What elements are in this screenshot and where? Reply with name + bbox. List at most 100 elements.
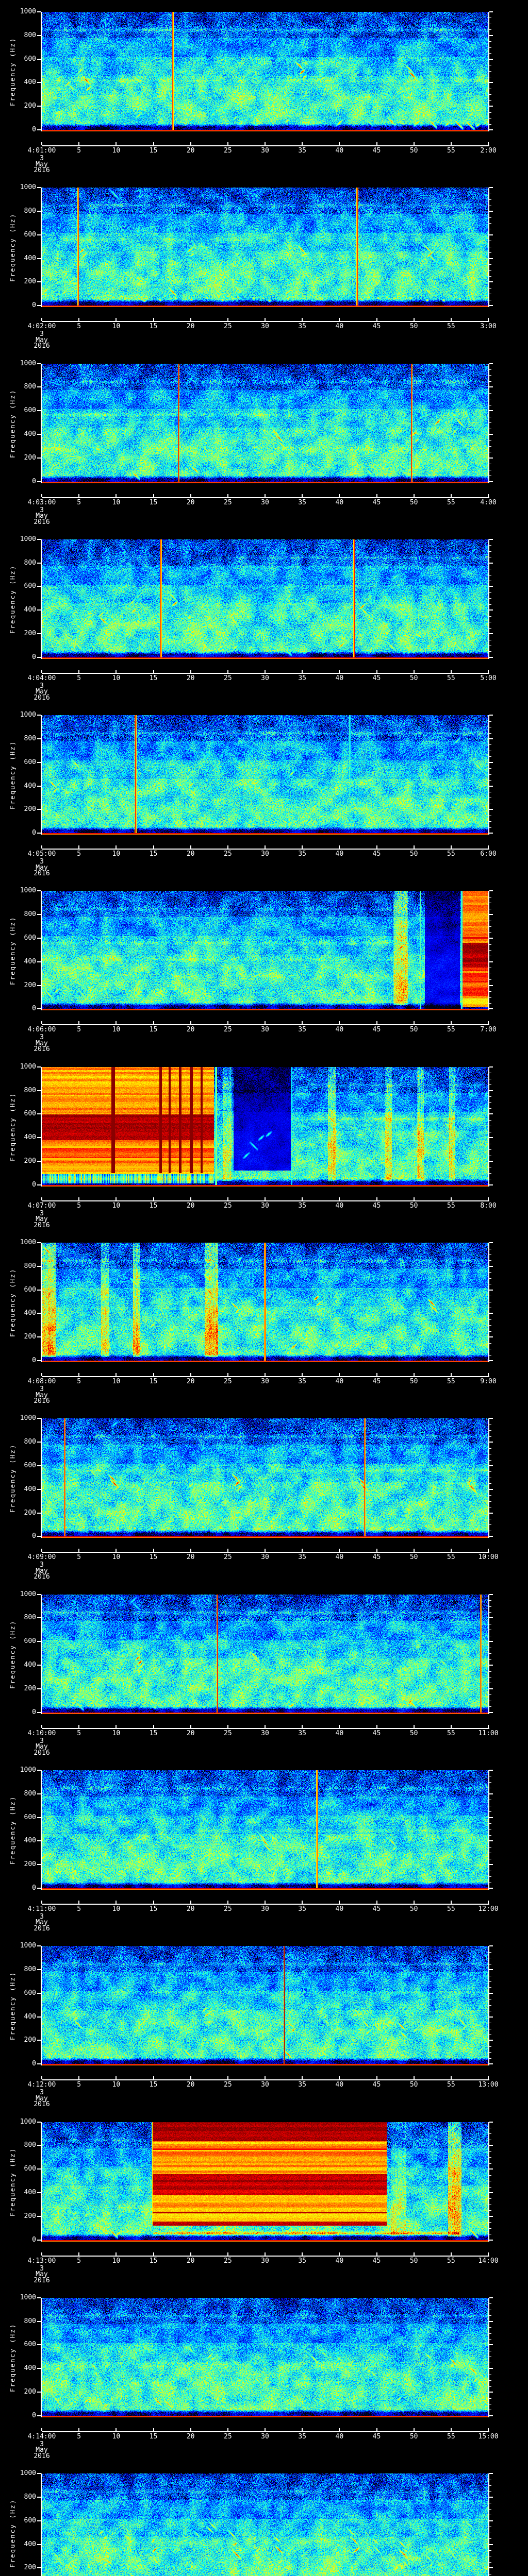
time-tick <box>302 845 303 849</box>
time-tick-label: 15 <box>149 498 158 506</box>
freq-tick <box>37 106 41 107</box>
freq-minor-tick <box>489 2386 491 2387</box>
time-tick-label: 25 <box>224 674 232 682</box>
spectrogram-panel: Frequency (Hz) 1000 800 600 400 200 0 5 10 15 20… <box>0 703 528 879</box>
time-tick-label: 15 <box>149 1729 158 1737</box>
time-tick <box>376 2076 377 2080</box>
freq-tick <box>489 833 493 834</box>
freq-tick <box>489 1313 493 1314</box>
freq-tick <box>489 1289 493 1291</box>
time-tick-label: 15 <box>149 2257 158 2265</box>
freq-axis-line-left <box>41 1946 42 2066</box>
freq-tick <box>489 985 493 986</box>
time-tick <box>116 1900 117 1904</box>
freq-tick-label: 200 <box>24 2036 36 2044</box>
freq-axis-line-right <box>488 1770 489 1890</box>
freq-tick <box>489 1887 493 1889</box>
time-tick <box>413 1373 415 1377</box>
time-tick-label: 20 <box>186 1378 195 1386</box>
time-tick <box>413 669 415 673</box>
time-tick <box>302 142 303 145</box>
freq-axis-line-left <box>41 1770 42 1890</box>
freq-minor-tick <box>489 604 491 605</box>
freq-tick-label: 200 <box>24 1684 36 1692</box>
freq-tick <box>37 363 41 364</box>
freq-tick <box>489 609 493 611</box>
time-tick <box>78 2076 80 2080</box>
freq-tick <box>37 1688 41 1689</box>
freq-tick-label: 1000 <box>20 2469 36 2478</box>
time-tick-label: 5 <box>77 850 81 858</box>
time-tick <box>339 494 340 497</box>
freq-axis-line-left <box>41 1066 42 1187</box>
spectrogram-panel: Frequency (Hz) 1000 800 600 400 200 0 5 10 15 20… <box>0 2285 528 2462</box>
freq-minor-tick <box>489 1448 491 1449</box>
date-month: May <box>36 336 48 344</box>
freq-tick-label: 1000 <box>20 1414 36 1422</box>
freq-tick <box>37 2239 41 2241</box>
freq-minor-tick <box>489 94 491 95</box>
time-tick-label: 15 <box>149 1026 158 1034</box>
time-tick <box>78 1197 80 1200</box>
freq-tick <box>489 1617 493 1619</box>
freq-minor-tick <box>489 651 491 652</box>
freq-minor-tick <box>489 1272 491 1273</box>
freq-tick <box>489 1665 493 1666</box>
freq-tick-label: 1000 <box>20 8 36 15</box>
freq-tick <box>489 1641 493 1642</box>
time-tick-label: 45 <box>372 1729 381 1737</box>
freq-tick <box>489 1265 493 1267</box>
freq-minor-tick <box>489 1952 491 1953</box>
time-tick-label: 15 <box>149 323 158 331</box>
time-tick-label: 15 <box>149 147 158 155</box>
freq-tick-label: 600 <box>24 406 36 415</box>
freq-axis-line-left <box>41 363 42 483</box>
time-tick-label: 45 <box>372 323 381 331</box>
time-tick <box>265 1900 266 1904</box>
freq-axis-line-right <box>488 891 489 1011</box>
freq-tick-label: 200 <box>24 1333 36 1341</box>
time-tick-label: 40 <box>335 850 344 858</box>
freq-tick <box>489 2040 493 2041</box>
date-year: 2016 <box>34 2452 50 2460</box>
time-tick <box>339 1373 340 1377</box>
freq-minor-tick <box>489 1606 491 1607</box>
freq-tick-label: 0 <box>32 2411 36 2419</box>
time-tick-label: 5 <box>77 2432 81 2441</box>
freq-tick <box>489 2215 493 2217</box>
freq-axis-line-right <box>488 539 489 659</box>
time-tick-label: 20 <box>186 1026 195 1034</box>
time-tick <box>376 1900 377 1904</box>
freq-minor-tick <box>489 1120 491 1121</box>
time-tick <box>413 1549 415 1552</box>
freq-minor-tick <box>489 926 491 927</box>
date-year: 2016 <box>34 1573 50 1581</box>
time-tick <box>339 1900 340 1904</box>
time-tick <box>116 1724 117 1728</box>
freq-tick-label: 0 <box>32 653 36 661</box>
freq-minor-tick <box>489 1460 491 1461</box>
time-tick-label: 35 <box>298 1378 306 1386</box>
freq-minor-tick <box>489 2046 491 2047</box>
time-tick-label: 55 <box>447 1729 455 1737</box>
spectrogram-panel: Frequency (Hz) 1000 800 600 400 200 0 5 10 15 20… <box>0 351 528 528</box>
freq-tick-label: 1000 <box>20 1942 36 1950</box>
time-tick <box>227 1900 228 1904</box>
freq-axis-line-left <box>41 2122 42 2242</box>
time-tick-label: 45 <box>372 1026 381 1034</box>
date-month: May <box>36 1215 48 1224</box>
freq-minor-tick <box>489 2339 491 2340</box>
time-axis-line <box>42 1024 489 1026</box>
freq-tick <box>489 1113 493 1115</box>
freq-tick-label: 800 <box>24 1086 36 1094</box>
time-tick <box>78 1549 80 1552</box>
time-tick-label: 30 <box>261 2257 269 2265</box>
time-tick <box>116 1549 117 1552</box>
freq-tick-label: 800 <box>24 558 36 567</box>
start-time-label: 4:07:00 <box>27 1201 56 1210</box>
time-tick <box>227 1197 228 1200</box>
freq-tick <box>489 1418 493 1419</box>
date-day: 3 <box>40 2264 44 2273</box>
freq-tick-label: 1000 <box>20 535 36 543</box>
time-tick <box>41 142 42 145</box>
